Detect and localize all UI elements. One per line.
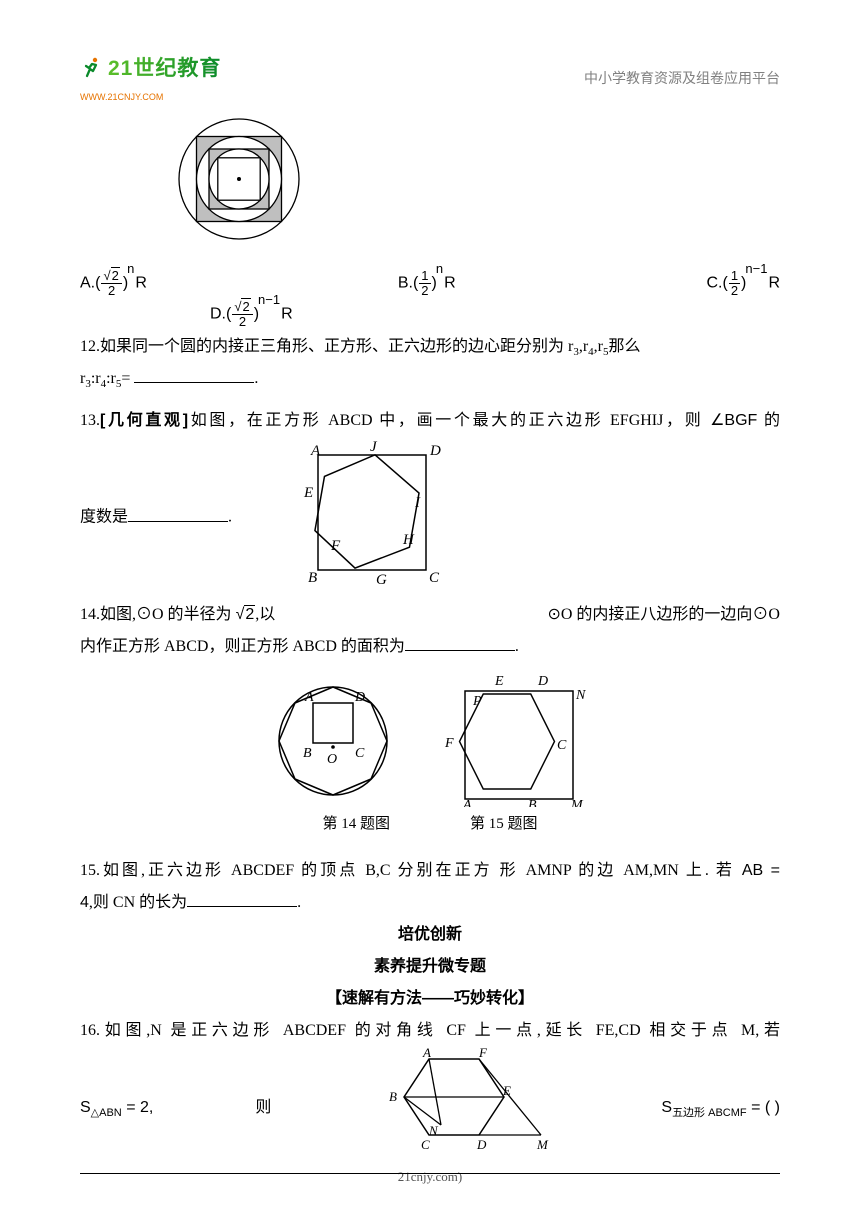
logo-url: WWW.21CNJY.COM xyxy=(80,88,221,106)
svg-text:A: A xyxy=(304,690,314,705)
svg-text:J: J xyxy=(370,439,378,455)
svg-text:G: G xyxy=(376,572,387,587)
option-label: B. xyxy=(398,274,413,291)
svg-text:B: B xyxy=(303,746,312,761)
tag-geometry: [几何直观] xyxy=(100,412,188,429)
svg-text:C: C xyxy=(421,1137,430,1152)
question-12: 12.如果同一个圆的内接正三角形、正方形、正六边形的边心距分别为 r3,r4,r… xyxy=(80,331,780,363)
svg-text:C: C xyxy=(355,746,365,761)
svg-text:N: N xyxy=(428,1123,439,1138)
question-12-line2: r3:r4:r5= . xyxy=(80,363,780,395)
octagon-diagram: A D B C O xyxy=(263,669,403,807)
option-row-abc: A.(√22)nR B.(12)nR C.(12)n−1R xyxy=(80,264,780,299)
option-label: A. xyxy=(80,274,95,291)
question-16-line2: S△ABN = 2, 则 A F B E N C D M S五边形 ABCM xyxy=(80,1047,780,1169)
svg-text:F: F xyxy=(444,736,454,751)
figure-captions: 第 14 题图 第 15 题图 xyxy=(80,809,780,839)
blank-input[interactable] xyxy=(405,640,515,651)
svg-text:C: C xyxy=(557,738,567,753)
question-15: 15.如图,正六边形 ABCDEF 的顶点 B,C 分别在正方 形 AMNP 的… xyxy=(80,855,780,887)
svg-text:P: P xyxy=(472,694,482,709)
footer-rule xyxy=(80,1173,780,1174)
svg-text:B: B xyxy=(308,570,317,586)
heading-1: 培优创新 xyxy=(80,919,780,951)
svg-text:E: E xyxy=(303,485,313,501)
blank-input[interactable] xyxy=(134,372,254,383)
question-13-line2: 度数是. A J D E I F H B G C xyxy=(80,437,780,599)
caption-15: 第 15 题图 xyxy=(470,809,538,839)
footer-text: 21cnjy.com) xyxy=(80,1164,780,1190)
svg-text:C: C xyxy=(429,570,440,586)
svg-text:M: M xyxy=(570,798,584,807)
svg-text:D: D xyxy=(476,1137,487,1152)
question-16: 16.如图,N 是正六边形 ABCDEF 的对角线 CF 上一点,延长 FE,C… xyxy=(80,1015,780,1047)
option-label: C. xyxy=(706,274,722,291)
question-15-line2: 4,则 CN 的长为. xyxy=(80,887,780,919)
svg-text:H: H xyxy=(402,532,415,548)
hexagon-square-diagram: E D P N F C A B M xyxy=(443,669,598,807)
page-header: 21世纪教育 WWW.21CNJY.COM 中小学教育资源及组卷应用平台 xyxy=(80,48,780,106)
heading-2: 素养提升微专题 xyxy=(80,951,780,983)
question-14: 14.如图,⊙O 的半径为 √2,以 ⊙O 的内接正八边形的一边向⊙O xyxy=(80,599,780,631)
caption-14: 第 14 题图 xyxy=(322,809,390,839)
header-subtitle: 中小学教育资源及组卷应用平台 xyxy=(584,48,780,94)
svg-text:F: F xyxy=(478,1047,488,1060)
svg-text:I: I xyxy=(414,495,421,511)
logo-text: 21世纪教育 xyxy=(108,48,221,90)
svg-text:D: D xyxy=(429,443,441,459)
figure-row-14-15: A D B C O E D P N F C A B M xyxy=(80,669,780,807)
option-d: D.(√22)n−1R xyxy=(80,295,780,330)
blank-input[interactable] xyxy=(128,511,228,522)
svg-text:B: B xyxy=(528,798,537,807)
option-a: A.(√22)nR xyxy=(80,264,147,299)
option-b: B.(12)nR xyxy=(398,264,456,299)
svg-text:E: E xyxy=(502,1083,511,1098)
option-c: C.(12)n−1R xyxy=(706,264,780,299)
svg-text:F: F xyxy=(330,538,341,554)
option-label: D. xyxy=(210,306,226,323)
svg-text:A: A xyxy=(310,443,321,459)
hexagon-in-square-diagram: A J D E I F H B G C xyxy=(296,437,446,599)
blank-input[interactable] xyxy=(187,896,297,907)
svg-text:D: D xyxy=(354,690,365,705)
hexagon-triangle-diagram: A F B E N C D M xyxy=(381,1047,551,1169)
svg-text:M: M xyxy=(536,1137,549,1152)
question-14-line2: 内作正方形 ABCD，则正方形 ABCD 的面积为. xyxy=(80,631,780,663)
svg-text:E: E xyxy=(494,674,504,689)
svg-text:A: A xyxy=(462,798,472,807)
question-13: 13.[几何直观]如图，在正方形 ABCD 中，画一个最大的正六边形 EFGHI… xyxy=(80,405,780,437)
svg-text:N: N xyxy=(575,688,586,703)
svg-text:O: O xyxy=(327,752,337,767)
svg-text:A: A xyxy=(422,1047,431,1060)
q12-text: 12.如果同一个圆的内接正三角形、正方形、正六边形的边心距分别为 r xyxy=(80,338,573,355)
nested-circles-diagram xyxy=(176,116,780,254)
svg-text:B: B xyxy=(389,1089,397,1104)
runner-icon xyxy=(80,56,102,90)
logo: 21世纪教育 WWW.21CNJY.COM xyxy=(80,48,221,106)
svg-text:D: D xyxy=(537,674,548,689)
heading-3: 【速解有方法——巧妙转化】 xyxy=(80,983,780,1015)
